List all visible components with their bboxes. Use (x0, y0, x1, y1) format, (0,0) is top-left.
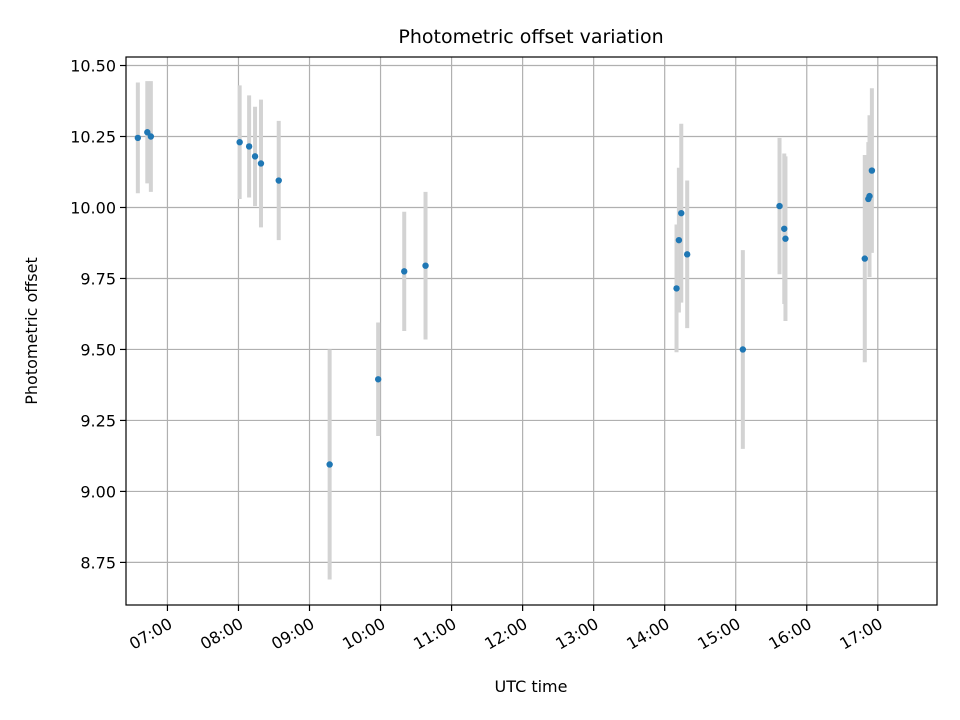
data-point (251, 153, 259, 160)
data-point (673, 285, 680, 292)
data-point (861, 255, 868, 262)
y-tick-label: 8.75 (80, 553, 116, 572)
x-axis-label: UTC time (495, 677, 568, 696)
y-tick-label: 9.25 (80, 411, 116, 430)
data-point (144, 129, 151, 136)
data-point (245, 143, 253, 150)
y-tick-label: 10.00 (70, 198, 116, 217)
data-point (401, 268, 408, 275)
y-tick-label: 10.25 (70, 128, 116, 147)
data-points (134, 129, 876, 468)
y-axis-label: Photometric offset (22, 257, 41, 405)
data-point (134, 134, 142, 142)
chart-title: Photometric offset variation (398, 26, 663, 48)
data-point (782, 235, 789, 242)
data-point (422, 262, 429, 269)
data-point (678, 209, 685, 217)
data-point (776, 202, 783, 210)
data-point (739, 346, 747, 353)
data-point (257, 160, 265, 167)
data-point (866, 192, 873, 200)
y-axis-ticks: 8.75 9.00 9.25 9.50 9.75 10.00 10.25 10.50 (70, 57, 126, 572)
data-point (275, 177, 282, 184)
data-point (236, 138, 243, 146)
y-tick-label: 9.00 (80, 482, 116, 501)
data-point (675, 236, 683, 244)
data-point (147, 133, 155, 140)
data-point (868, 167, 876, 174)
data-point (781, 225, 788, 232)
data-point (374, 376, 382, 383)
y-tick-label: 9.75 (80, 269, 116, 288)
plot-area-frame (125, 56, 938, 606)
data-point (326, 461, 333, 468)
y-tick-label: 9.50 (80, 340, 116, 359)
y-tick-label: 10.50 (70, 57, 116, 76)
data-point (683, 251, 691, 258)
